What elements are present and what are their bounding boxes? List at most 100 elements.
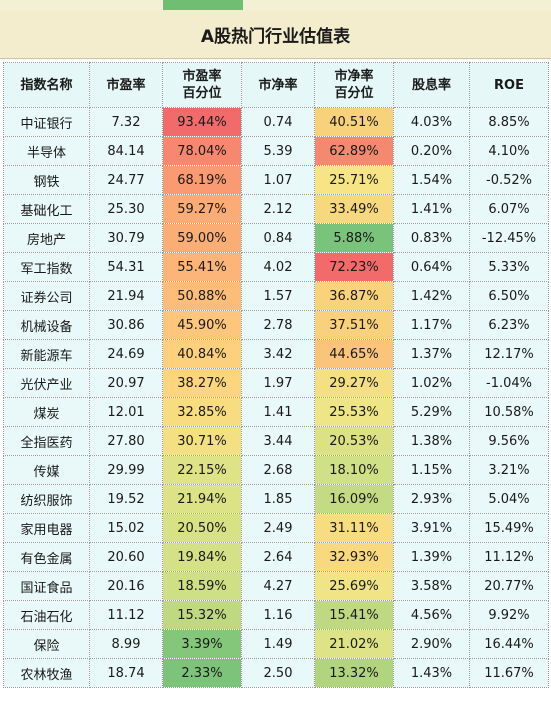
table-row[interactable]: 农林牧渔 18.74 2.33% 2.50 13.32% 1.43% 11.67%	[3, 658, 549, 688]
cell-name: 房地产	[3, 223, 90, 253]
cell-pb-percentile: 15.41%	[314, 600, 394, 630]
cell-pe-percentile: 3.39%	[162, 629, 242, 659]
table-row[interactable]: 光伏产业 20.97 38.27% 1.97 29.27% 1.02% -1.04%	[3, 368, 549, 398]
cell-pb: 1.97	[241, 368, 315, 398]
cell-name: 机械设备	[3, 310, 90, 340]
cell-pe: 11.12	[89, 600, 163, 630]
cell-dividend: 0.20%	[393, 136, 470, 166]
cell-name: 钢铁	[3, 165, 90, 195]
valuation-table: 指数名称 市盈率 市盈率 百分位 市净率 市净率 百分位 股息率 ROE 中证银行 7…	[3, 62, 549, 688]
table-row[interactable]: 传媒 29.99 22.15% 2.68 18.10% 1.15% 3.21%	[3, 455, 549, 485]
cell-dividend: 1.15%	[393, 455, 470, 485]
cell-pb: 1.16	[241, 600, 315, 630]
cell-pe: 30.86	[89, 310, 163, 340]
cell-roe: 5.33%	[469, 252, 549, 282]
cell-dividend: 4.03%	[393, 107, 470, 137]
cell-dividend: 2.93%	[393, 484, 470, 514]
table-row[interactable]: 钢铁 24.77 68.19% 1.07 25.71% 1.54% -0.52%	[3, 165, 549, 195]
table-body: 中证银行 7.32 93.44% 0.74 40.51% 4.03% 8.85% 半导体 84.…	[3, 107, 549, 688]
cell-pb: 1.07	[241, 165, 315, 195]
table-row[interactable]: 半导体 84.14 78.04% 5.39 62.89% 0.20% 4.10%	[3, 136, 549, 166]
cell-pe: 8.99	[89, 629, 163, 659]
header-dividend[interactable]: 股息率	[393, 62, 470, 108]
table-row[interactable]: 有色金属 20.60 19.84% 2.64 32.93% 1.39% 11.12%	[3, 542, 549, 572]
cell-roe: 5.04%	[469, 484, 549, 514]
cell-pe-percentile: 40.84%	[162, 339, 242, 369]
cell-pb: 0.84	[241, 223, 315, 253]
cell-dividend: 4.56%	[393, 600, 470, 630]
cell-name: 军工指数	[3, 252, 90, 282]
header-pb[interactable]: 市净率	[241, 62, 315, 108]
cell-roe: -0.52%	[469, 165, 549, 195]
cell-name: 中证银行	[3, 107, 90, 137]
cell-dividend: 1.43%	[393, 658, 470, 688]
cell-roe: 9.92%	[469, 600, 549, 630]
cell-pb-percentile: 20.53%	[314, 426, 394, 456]
cell-pb-percentile: 62.89%	[314, 136, 394, 166]
cell-pe: 15.02	[89, 513, 163, 543]
table-row[interactable]: 机械设备 30.86 45.90% 2.78 37.51% 1.17% 6.23%	[3, 310, 549, 340]
cell-pb: 2.78	[241, 310, 315, 340]
cell-name: 光伏产业	[3, 368, 90, 398]
cell-pe-percentile: 32.85%	[162, 397, 242, 427]
table-row[interactable]: 新能源车 24.69 40.84% 3.42 44.65% 1.37% 12.17%	[3, 339, 549, 369]
cell-pe-percentile: 59.27%	[162, 194, 242, 224]
cell-pe: 20.97	[89, 368, 163, 398]
table-row[interactable]: 房地产 30.79 59.00% 0.84 5.88% 0.83% -12.45%	[3, 223, 549, 253]
cell-roe: 16.44%	[469, 629, 549, 659]
table-row[interactable]: 煤炭 12.01 32.85% 1.41 25.53% 5.29% 10.58%	[3, 397, 549, 427]
table-row[interactable]: 家用电器 15.02 20.50% 2.49 31.11% 3.91% 15.49%	[3, 513, 549, 543]
cell-roe: 11.67%	[469, 658, 549, 688]
header-pb-pct-line1: 市净率	[334, 69, 374, 84]
cell-pb: 1.57	[241, 281, 315, 311]
cell-roe: 10.58%	[469, 397, 549, 427]
cell-dividend: 0.64%	[393, 252, 470, 282]
cell-roe: -1.04%	[469, 368, 549, 398]
cell-dividend: 1.39%	[393, 542, 470, 572]
table-row[interactable]: 国证食品 20.16 18.59% 4.27 25.69% 3.58% 20.77%	[3, 571, 549, 601]
cell-pb-percentile: 13.32%	[314, 658, 394, 688]
cell-roe: 20.77%	[469, 571, 549, 601]
table-row[interactable]: 证券公司 21.94 50.88% 1.57 36.87% 1.42% 6.50%	[3, 281, 549, 311]
cell-dividend: 5.29%	[393, 397, 470, 427]
table-title: A股热门行业估值表	[0, 10, 551, 59]
header-name[interactable]: 指数名称	[3, 62, 90, 108]
header-pe[interactable]: 市盈率	[89, 62, 163, 108]
cell-roe: -12.45%	[469, 223, 549, 253]
cell-pb-percentile: 37.51%	[314, 310, 394, 340]
cell-name: 家用电器	[3, 513, 90, 543]
table-row[interactable]: 石油石化 11.12 15.32% 1.16 15.41% 4.56% 9.92%	[3, 600, 549, 630]
table-row[interactable]: 中证银行 7.32 93.44% 0.74 40.51% 4.03% 8.85%	[3, 107, 549, 137]
cell-pe: 54.31	[89, 252, 163, 282]
header-pb-percentile[interactable]: 市净率 百分位	[314, 62, 394, 108]
cell-dividend: 1.41%	[393, 194, 470, 224]
cell-pb-percentile: 25.71%	[314, 165, 394, 195]
cell-pb-percentile: 25.53%	[314, 397, 394, 427]
cell-pb: 4.02	[241, 252, 315, 282]
header-pe-percentile[interactable]: 市盈率 百分位	[162, 62, 242, 108]
cell-dividend: 0.83%	[393, 223, 470, 253]
table-row[interactable]: 全指医药 27.80 30.71% 3.44 20.53% 1.38% 9.56%	[3, 426, 549, 456]
table-row[interactable]: 保险 8.99 3.39% 1.49 21.02% 2.90% 16.44%	[3, 629, 549, 659]
cell-dividend: 1.38%	[393, 426, 470, 456]
cell-dividend: 1.54%	[393, 165, 470, 195]
cell-pb-percentile: 32.93%	[314, 542, 394, 572]
table-row[interactable]: 军工指数 54.31 55.41% 4.02 72.23% 0.64% 5.33%	[3, 252, 549, 282]
table-row[interactable]: 纺织服饰 19.52 21.94% 1.85 16.09% 2.93% 5.04%	[3, 484, 549, 514]
header-roe[interactable]: ROE	[469, 62, 549, 108]
cell-name: 纺织服饰	[3, 484, 90, 514]
cell-pb-percentile: 40.51%	[314, 107, 394, 137]
cell-pe: 25.30	[89, 194, 163, 224]
cell-pb: 2.50	[241, 658, 315, 688]
cell-pb: 1.41	[241, 397, 315, 427]
cell-pb: 3.44	[241, 426, 315, 456]
cell-pe-percentile: 78.04%	[162, 136, 242, 166]
cell-pb: 0.74	[241, 107, 315, 137]
cell-pb-percentile: 25.69%	[314, 571, 394, 601]
cell-pe: 30.79	[89, 223, 163, 253]
cell-roe: 8.85%	[469, 107, 549, 137]
cell-pe: 27.80	[89, 426, 163, 456]
cell-pe-percentile: 93.44%	[162, 107, 242, 137]
cell-roe: 3.21%	[469, 455, 549, 485]
table-row[interactable]: 基础化工 25.30 59.27% 2.12 33.49% 1.41% 6.07%	[3, 194, 549, 224]
